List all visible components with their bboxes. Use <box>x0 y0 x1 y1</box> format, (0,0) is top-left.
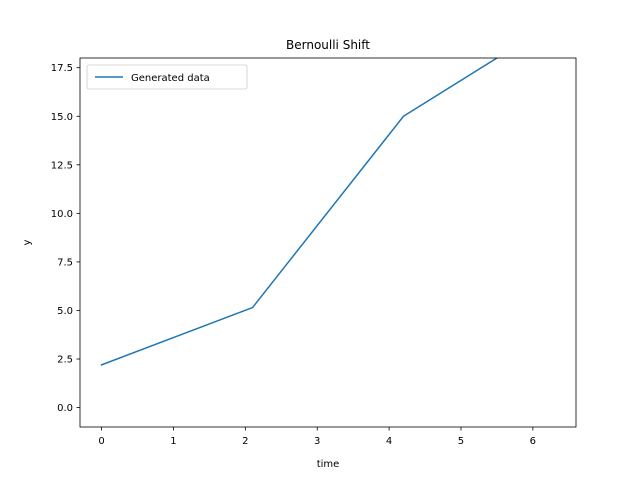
y-tick-label: 5.0 <box>57 306 73 317</box>
legend-box <box>86 64 248 90</box>
y-tick-label: 0.0 <box>57 403 73 414</box>
y-axis-label: y <box>22 239 33 245</box>
legend-label-generated-data: Generated data <box>131 73 210 84</box>
y-tick-label: 15.0 <box>51 112 73 123</box>
y-axis-ticks: 0.0 2.5 5.0 7.5 10.0 12.5 15.0 17.5 <box>51 63 80 414</box>
x-tick-label: 5 <box>458 436 464 447</box>
y-tick-label: 7.5 <box>57 257 73 268</box>
y-tick-label: 10.0 <box>51 209 73 220</box>
x-axis-ticks: 0 1 2 3 4 5 6 <box>98 427 536 447</box>
x-tick-label: 3 <box>314 436 320 447</box>
x-axis-label: time <box>317 459 340 470</box>
x-tick-label: 6 <box>530 436 536 447</box>
series-line-generated-data <box>100 58 498 366</box>
x-tick-label: 2 <box>242 436 248 447</box>
x-tick-label: 1 <box>170 436 176 447</box>
plot-area-frame <box>79 57 577 428</box>
x-tick-label: 0 <box>98 436 104 447</box>
chart-title: Bernoulli Shift <box>286 38 370 52</box>
x-tick-label: 4 <box>386 436 392 447</box>
y-tick-label: 17.5 <box>51 63 73 74</box>
y-tick-label: 12.5 <box>51 160 73 171</box>
y-tick-label: 2.5 <box>57 355 73 366</box>
legend: Generated data <box>86 64 248 90</box>
